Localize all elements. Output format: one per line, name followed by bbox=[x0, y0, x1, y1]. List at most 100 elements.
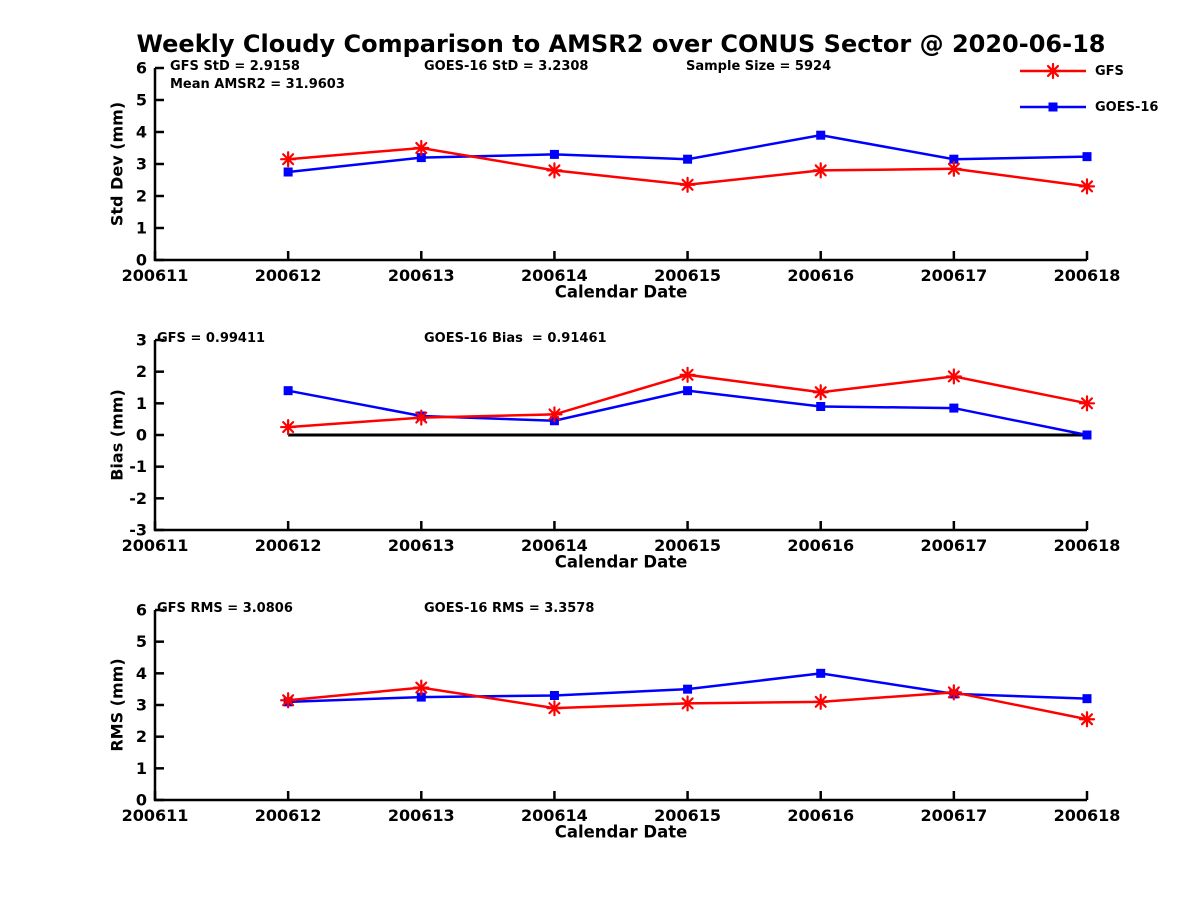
square-marker-icon bbox=[949, 154, 959, 164]
annotation: GOES-16 RMS = 3.3578 bbox=[424, 601, 594, 616]
x-tick-label: 200618 bbox=[1054, 806, 1121, 825]
square-marker-icon bbox=[549, 691, 559, 700]
asterisk-marker-icon bbox=[812, 384, 829, 401]
std-dev-goes-16-line bbox=[288, 133, 1088, 174]
bias-goes-16-line bbox=[287, 389, 1088, 437]
x-tick-label: 200614 bbox=[521, 536, 588, 555]
y-tick-label: 4 bbox=[136, 664, 147, 683]
x-tick-label: 200615 bbox=[654, 536, 721, 555]
y-tick-label: 0 bbox=[136, 251, 147, 270]
x-tick-label: 200617 bbox=[920, 266, 987, 285]
x-tick-label: 200612 bbox=[255, 806, 322, 825]
y-tick-label: 2 bbox=[136, 362, 147, 381]
x-axis-label-calendar-date: Calendar Date bbox=[554, 552, 688, 572]
std-dev-gfs-markers bbox=[280, 139, 1096, 195]
y-tick-label: -3 bbox=[129, 521, 147, 540]
x-tick-label: 200614 bbox=[521, 266, 588, 285]
chart-title: Weekly Cloudy Comparison to AMSR2 over C… bbox=[136, 30, 1106, 58]
x-tick-label: 200617 bbox=[920, 806, 987, 825]
y-tick-label: 0 bbox=[136, 791, 147, 810]
std-dev-goes-16-markers bbox=[283, 130, 1092, 177]
asterisk-marker-icon bbox=[945, 160, 962, 177]
x-tick-label: 200611 bbox=[122, 806, 189, 825]
square-marker-icon bbox=[683, 154, 693, 164]
rms-subplot: 200611 200612 200613 200614 200615 200616 2006… bbox=[122, 601, 1121, 826]
y-tick-label: 1 bbox=[136, 759, 147, 778]
square-marker-icon bbox=[283, 386, 293, 396]
annotation: GOES-16 StD = 3.2308 bbox=[424, 59, 588, 74]
asterisk-marker-icon bbox=[945, 684, 962, 701]
x-tick-label: 200615 bbox=[654, 266, 721, 285]
asterisk-marker-icon bbox=[812, 162, 829, 179]
square-marker-icon bbox=[683, 386, 693, 396]
annotation: GOES-16 Bias = 0.91461 bbox=[424, 331, 607, 346]
asterisk-marker-icon bbox=[1078, 178, 1096, 195]
legend-item-gfs: GFS bbox=[1018, 53, 1158, 89]
asterisk-marker-icon bbox=[679, 695, 696, 712]
rms-gfs-markers bbox=[280, 679, 1096, 728]
x-tick-label: 200618 bbox=[1054, 266, 1121, 285]
y-tick-label: 4 bbox=[136, 123, 147, 142]
asterisk-marker-icon bbox=[679, 176, 696, 193]
x-axis-label-calendar-date: Calendar Date bbox=[554, 282, 688, 302]
x-tick-label: 200614 bbox=[521, 806, 588, 825]
square-marker-icon bbox=[949, 403, 959, 413]
x-tick-label: 200615 bbox=[654, 806, 721, 825]
y-tick-label: 3 bbox=[136, 696, 147, 715]
asterisk-marker-icon bbox=[413, 409, 430, 426]
axis-spines bbox=[153, 68, 1087, 262]
asterisk-marker-icon bbox=[812, 693, 829, 710]
asterisk-marker-icon bbox=[546, 700, 563, 717]
square-marker-icon bbox=[549, 149, 559, 159]
y-tick-label: 3 bbox=[136, 155, 147, 174]
x-tick-label: 200613 bbox=[388, 536, 455, 555]
x-tick-label: 200616 bbox=[787, 266, 854, 285]
std-dev-subplot: 200611 200612 200613 200614 200615 200616 2006… bbox=[122, 59, 1121, 286]
y-tick-label: 6 bbox=[136, 59, 147, 78]
asterisk-marker-icon bbox=[280, 418, 297, 436]
x-tick-label: 200611 bbox=[122, 536, 189, 555]
asterisk-marker-icon bbox=[280, 151, 297, 168]
y-tick-label: 3 bbox=[136, 331, 147, 350]
x-tick-label: 200612 bbox=[255, 536, 322, 555]
y-tick-label: -1 bbox=[129, 457, 147, 476]
asterisk-marker-icon bbox=[945, 368, 962, 385]
square-marker-icon bbox=[416, 153, 426, 163]
y-tick-label: 2 bbox=[136, 727, 147, 746]
square-marker-icon bbox=[816, 402, 826, 411]
legend-label: GFS bbox=[1095, 63, 1124, 79]
square-marker-icon bbox=[1082, 694, 1092, 704]
x-tick-label: 200611 bbox=[122, 266, 189, 285]
square-line-swatch-icon bbox=[1020, 102, 1086, 112]
y-tick-label: 0 bbox=[136, 426, 147, 445]
y-tick-label: 1 bbox=[136, 219, 147, 238]
legend-item-goes-16: GOES-16 bbox=[1018, 89, 1158, 125]
asterisk-marker-icon bbox=[413, 679, 430, 696]
legend-label: GOES-16 bbox=[1095, 99, 1159, 115]
y-tick-label: 5 bbox=[136, 91, 147, 110]
square-marker-icon bbox=[416, 692, 426, 702]
y-tick-label: -2 bbox=[129, 489, 147, 508]
asterisk-marker-icon bbox=[546, 406, 563, 423]
asterisk-marker-icon bbox=[280, 692, 297, 709]
square-marker-icon bbox=[683, 684, 693, 694]
y-tick-label: 1 bbox=[136, 394, 147, 413]
annotation: GFS RMS = 3.0806 bbox=[157, 601, 293, 616]
asterisk-marker-icon bbox=[1078, 711, 1096, 728]
asterisk-line-swatch-icon bbox=[1020, 62, 1086, 80]
square-marker-icon bbox=[283, 167, 293, 177]
asterisk-marker-icon bbox=[679, 366, 696, 383]
x-tick-label: 200616 bbox=[787, 536, 854, 555]
asterisk-marker-icon bbox=[413, 139, 430, 157]
x-tick-label: 200613 bbox=[388, 806, 455, 825]
square-marker-icon bbox=[1048, 102, 1058, 112]
legend: GFS GOES-16 bbox=[1018, 53, 1158, 125]
y-tick-label: 6 bbox=[136, 601, 147, 620]
square-marker-icon bbox=[1082, 430, 1092, 440]
x-tick-label: 200617 bbox=[920, 536, 987, 555]
annotation: Mean AMSR2 = 31.9603 bbox=[170, 77, 345, 92]
square-marker-icon bbox=[1082, 152, 1092, 162]
asterisk-marker-icon bbox=[1044, 62, 1062, 80]
asterisk-marker-icon bbox=[546, 162, 563, 179]
